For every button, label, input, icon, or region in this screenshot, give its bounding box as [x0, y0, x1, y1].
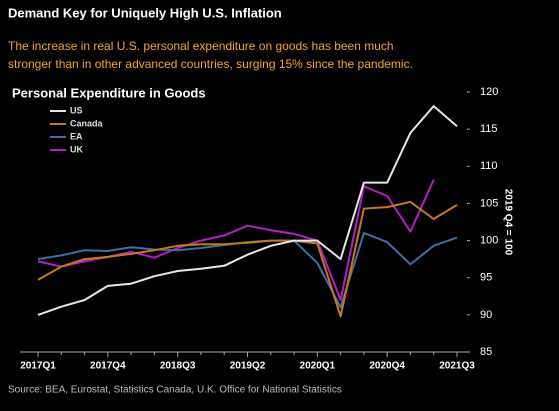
subtitle: stronger than in other advanced countrie…: [8, 57, 413, 71]
x-tick-label: 2020Q1: [300, 361, 336, 372]
subtitle: The increase in real U.S. personal expen…: [8, 39, 394, 53]
y-tick-label: 120: [480, 86, 498, 98]
source: Source: BEA, Eurostat, Statistics Canada…: [8, 385, 342, 396]
y-tick-label: 105: [480, 197, 498, 209]
y-tick-label: 115: [480, 123, 498, 135]
chart-title: Demand Key for Uniquely High U.S. Inflat…: [8, 5, 282, 20]
y-tick-label: 85: [480, 346, 492, 358]
series-line: [37, 105, 458, 316]
legend-label: Canada: [70, 118, 104, 128]
x-tick-label: 2017Q4: [90, 361, 126, 372]
x-tick-label: 2021Q3: [439, 361, 475, 372]
series-line: [37, 200, 458, 318]
y-tick-label: 110: [480, 160, 498, 172]
legend-label: EA: [70, 131, 83, 141]
y-tick-label: 90: [480, 309, 492, 321]
legend-label: US: [70, 105, 83, 115]
x-tick-label: 2020Q4: [369, 361, 405, 372]
legend-label: UK: [70, 144, 83, 154]
y-axis-label: 2019 Q4 = 100: [502, 189, 513, 256]
x-tick-label: 2017Q1: [20, 361, 56, 372]
y-tick-label: 100: [480, 234, 498, 246]
x-tick-label: 2019Q2: [230, 361, 266, 372]
y-tick-label: 95: [480, 272, 492, 284]
x-tick-label: 2018Q3: [160, 361, 196, 372]
plot-title: Personal Expenditure in Goods: [12, 85, 206, 100]
